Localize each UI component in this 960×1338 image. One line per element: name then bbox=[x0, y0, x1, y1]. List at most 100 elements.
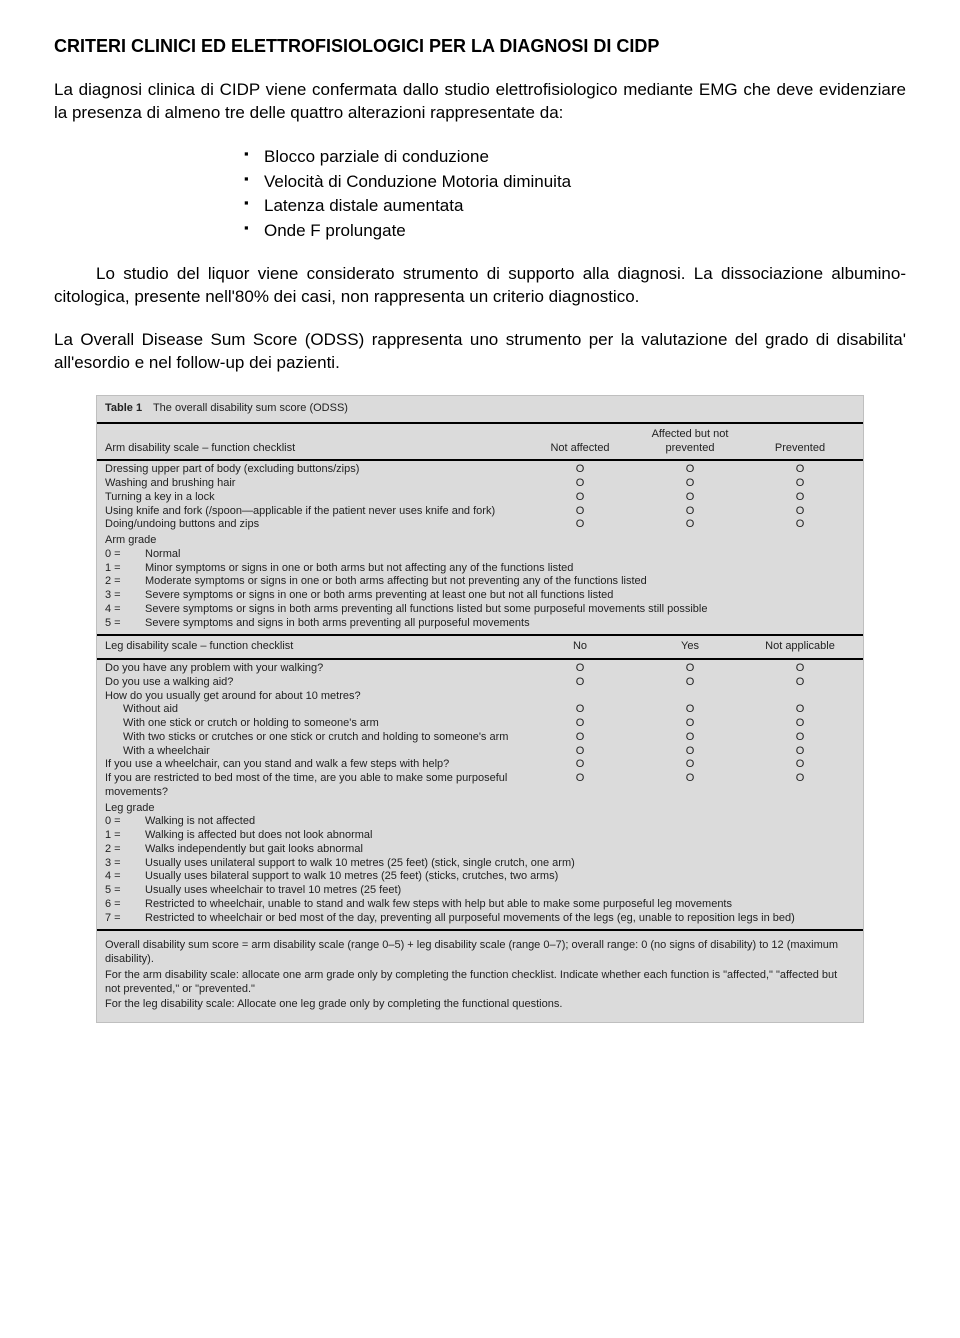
table-caption: Table 1 The overall disability sum score… bbox=[97, 396, 863, 424]
row-mark: O bbox=[525, 717, 635, 731]
grade-number: 3 = bbox=[105, 857, 145, 871]
row-mark: O bbox=[635, 477, 745, 491]
row-label: If you use a wheelchair, can you stand a… bbox=[105, 758, 525, 772]
row-mark: O bbox=[635, 731, 745, 745]
grade-text: Usually uses bilateral support to walk 1… bbox=[145, 870, 855, 884]
grade-line: 2 =Walks independently but gait looks ab… bbox=[105, 843, 855, 857]
grade-line: 5 =Usually uses wheelchair to travel 10 … bbox=[105, 884, 855, 898]
grade-line: 0 =Normal bbox=[105, 548, 855, 562]
row-mark: O bbox=[635, 758, 745, 772]
arm-header-col: Prevented bbox=[745, 442, 855, 456]
grade-number: 5 = bbox=[105, 884, 145, 898]
row-label: With one stick or crutch or holding to s… bbox=[105, 717, 525, 731]
row-mark: O bbox=[525, 745, 635, 759]
table-footer: Overall disability sum score = arm disab… bbox=[97, 929, 863, 1022]
table-row: If you are restricted to bed most of the… bbox=[105, 772, 855, 800]
arm-header-label: Arm disability scale – function checklis… bbox=[105, 442, 525, 456]
row-mark: O bbox=[525, 758, 635, 772]
paragraph-odss: La Overall Disease Sum Score (ODSS) rapp… bbox=[54, 329, 906, 375]
grade-number: 4 = bbox=[105, 870, 145, 884]
row-mark: O bbox=[635, 676, 745, 690]
row-label: Do you use a walking aid? bbox=[105, 676, 525, 690]
row-label: Turning a key in a lock bbox=[105, 491, 525, 505]
grade-line: 1 =Walking is affected but does not look… bbox=[105, 829, 855, 843]
grade-text: Restricted to wheelchair, unable to stan… bbox=[145, 898, 855, 912]
grade-number: 3 = bbox=[105, 589, 145, 603]
grade-number: 5 = bbox=[105, 617, 145, 631]
grade-text: Usually uses wheelchair to travel 10 met… bbox=[145, 884, 855, 898]
leg-header-col: No bbox=[525, 640, 635, 654]
table-number: Table 1 bbox=[105, 402, 142, 414]
arm-grade-block: Arm grade 0 =Normal1 =Minor symptoms or … bbox=[97, 532, 863, 634]
grade-line: 5 =Severe symptoms and signs in both arm… bbox=[105, 617, 855, 631]
row-mark: O bbox=[635, 505, 745, 519]
grade-line: 6 =Restricted to wheelchair, unable to s… bbox=[105, 898, 855, 912]
leg-header-col: Yes bbox=[635, 640, 745, 654]
leg-header-col: Not applicable bbox=[745, 640, 855, 654]
row-mark: O bbox=[745, 518, 855, 532]
grade-text: Restricted to wheelchair or bed most of … bbox=[145, 912, 855, 926]
grade-number: 6 = bbox=[105, 898, 145, 912]
row-label: Dressing upper part of body (excluding b… bbox=[105, 463, 525, 477]
footer-line: For the arm disability scale: allocate o… bbox=[105, 969, 855, 997]
row-mark: O bbox=[635, 662, 745, 676]
row-mark: O bbox=[525, 772, 635, 800]
bullet-item: Velocità di Conduzione Motoria diminuita bbox=[54, 170, 906, 195]
table-row: Washing and brushing hairOOO bbox=[105, 477, 855, 491]
row-label: With a wheelchair bbox=[105, 745, 525, 759]
row-mark: O bbox=[745, 745, 855, 759]
row-mark: O bbox=[635, 518, 745, 532]
grade-number: 0 = bbox=[105, 548, 145, 562]
grade-line: 3 =Severe symptoms or signs in one or bo… bbox=[105, 589, 855, 603]
row-label: Washing and brushing hair bbox=[105, 477, 525, 491]
grade-number: 2 = bbox=[105, 575, 145, 589]
grade-number: 1 = bbox=[105, 562, 145, 576]
bullet-item: Blocco parziale di conduzione bbox=[54, 145, 906, 170]
arm-section-header: Arm disability scale – function checklis… bbox=[97, 424, 863, 462]
row-mark: O bbox=[525, 731, 635, 745]
row-mark: O bbox=[525, 662, 635, 676]
grade-text: Walks independently but gait looks abnor… bbox=[145, 843, 855, 857]
grade-text: Severe symptoms or signs in one or both … bbox=[145, 589, 855, 603]
criteria-bullet-list: Blocco parziale di conduzione Velocità d… bbox=[54, 145, 906, 244]
grade-line: 7 =Restricted to wheelchair or bed most … bbox=[105, 912, 855, 926]
grade-line: 4 =Severe symptoms or signs in both arms… bbox=[105, 603, 855, 617]
table-row: With a wheelchairOOO bbox=[105, 745, 855, 759]
row-mark: O bbox=[635, 745, 745, 759]
grade-text: Usually uses unilateral support to walk … bbox=[145, 857, 855, 871]
grade-line: 1 =Minor symptoms or signs in one or bot… bbox=[105, 562, 855, 576]
row-mark: O bbox=[525, 505, 635, 519]
table-row: Without aidOOO bbox=[105, 703, 855, 717]
row-mark: O bbox=[745, 758, 855, 772]
page-title: CRITERI CLINICI ED ELETTROFISIOLOGICI PE… bbox=[54, 36, 906, 57]
row-mark: O bbox=[745, 662, 855, 676]
grade-number: 1 = bbox=[105, 829, 145, 843]
table-row: Dressing upper part of body (excluding b… bbox=[105, 463, 855, 477]
arm-header-col: Not affected bbox=[525, 442, 635, 456]
row-mark: O bbox=[745, 505, 855, 519]
grade-text: Severe symptoms and signs in both arms p… bbox=[145, 617, 855, 631]
table-row: Do you use a walking aid?OOO bbox=[105, 676, 855, 690]
footer-line: For the leg disability scale: Allocate o… bbox=[105, 998, 855, 1012]
leg-grade-title: Leg grade bbox=[105, 802, 855, 816]
grade-line: 3 =Usually uses unilateral support to wa… bbox=[105, 857, 855, 871]
row-mark: O bbox=[635, 491, 745, 505]
row-mark: O bbox=[745, 463, 855, 477]
arm-header-col: Affected but not prevented bbox=[635, 428, 745, 456]
row-label: Using knife and fork (/spoon—applicable … bbox=[105, 505, 525, 519]
grade-text: Minor symptoms or signs in one or both a… bbox=[145, 562, 855, 576]
grade-number: 0 = bbox=[105, 815, 145, 829]
arm-grade-title: Arm grade bbox=[105, 534, 855, 548]
row-mark: O bbox=[745, 676, 855, 690]
row-label: Doing/undoing buttons and zips bbox=[105, 518, 525, 532]
table-caption-text: The overall disability sum score (ODSS) bbox=[153, 402, 348, 414]
row-label: With two sticks or crutches or one stick… bbox=[105, 731, 525, 745]
table-row: With two sticks or crutches or one stick… bbox=[105, 731, 855, 745]
leg-section-header: Leg disability scale – function checklis… bbox=[97, 634, 863, 660]
leg-grade-block: Leg grade 0 =Walking is not affected1 =W… bbox=[97, 800, 863, 930]
grade-number: 2 = bbox=[105, 843, 145, 857]
row-label: How do you usually get around for about … bbox=[105, 690, 525, 704]
row-mark: O bbox=[525, 477, 635, 491]
row-mark: O bbox=[635, 463, 745, 477]
odss-table: Table 1 The overall disability sum score… bbox=[96, 395, 864, 1023]
